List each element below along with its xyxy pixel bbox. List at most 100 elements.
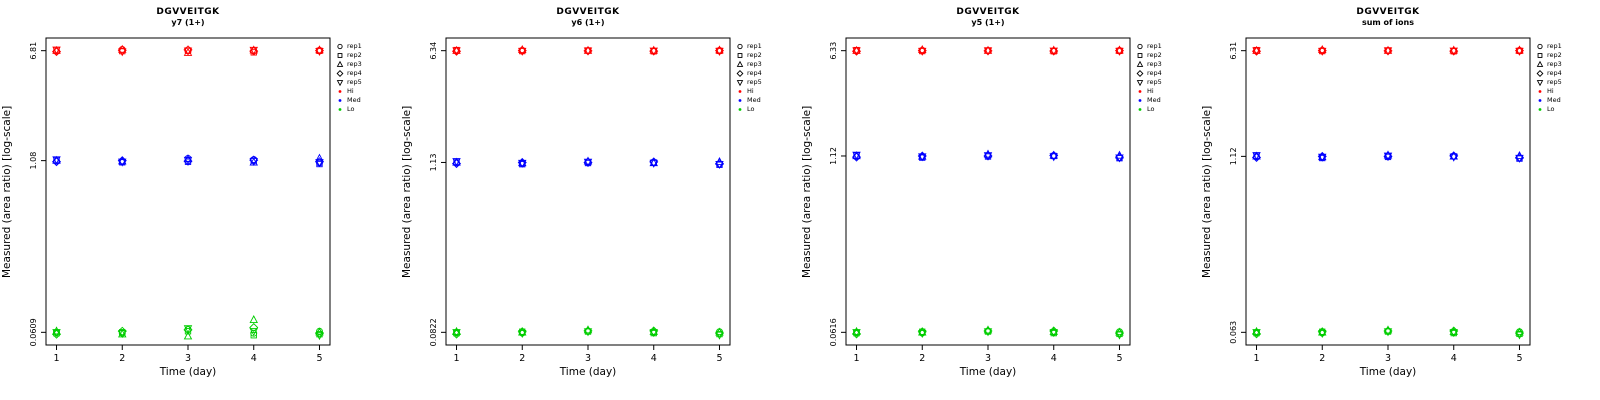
legend-label: Med [1547, 96, 1561, 104]
legend-item-hi: Hi [1535, 87, 1597, 96]
legend-symbol-icon-rep5 [336, 80, 344, 87]
legend-item-rep4: rep4 [735, 69, 797, 78]
legend-label: rep5 [347, 78, 362, 86]
legend-symbol-icon-rep1 [1537, 43, 1543, 50]
point-diamond [183, 325, 193, 335]
point-diamond [851, 329, 862, 339]
legend-dot-icon-med [1138, 99, 1142, 102]
legend-item-lo: Lo [735, 105, 797, 114]
point-triangle-down [183, 325, 193, 334]
panel-subtitle: y7 (1+) [171, 18, 205, 28]
point-triangle-down [52, 329, 61, 338]
legend-label: Lo [1547, 105, 1555, 113]
point-diamond [117, 326, 127, 336]
point-diamond [451, 159, 462, 169]
x-axis-label: Time (day) [959, 366, 1017, 378]
point-square [737, 53, 743, 58]
point-triangle-down [1515, 331, 1524, 340]
point-triangle-up [1536, 60, 1544, 67]
legend-item-rep4: rep4 [1535, 69, 1597, 78]
point-triangle-down [183, 156, 193, 165]
point-triangle-down [249, 46, 258, 55]
point-triangle-up [918, 151, 927, 160]
legend-item-rep4: rep4 [335, 69, 397, 78]
legend-label: rep2 [747, 51, 762, 59]
point-triangle-down [1515, 154, 1524, 163]
point-triangle-down [1449, 329, 1458, 338]
legend-item-hi: Hi [735, 87, 797, 96]
point-triangle-down [1449, 153, 1458, 162]
x-tick-label: 3 [585, 353, 591, 364]
point-triangle-up [649, 45, 658, 54]
legend-dot [338, 90, 342, 93]
point-triangle-up [315, 153, 324, 162]
point-triangle-up [1318, 45, 1327, 54]
legend-dot [1538, 99, 1542, 102]
point-triangle-down [1136, 80, 1144, 87]
point-square [337, 53, 343, 58]
x-tick-label: 3 [1385, 353, 1391, 364]
point-triangle-down [852, 329, 861, 338]
point-circle [1137, 43, 1143, 50]
panel-title: DGVVEITGK [156, 7, 220, 17]
legend-symbol-icon-rep2 [737, 53, 743, 58]
legend-item-rep1: rep1 [735, 42, 797, 51]
legend-label: Lo [747, 105, 755, 113]
legend-dot-icon-med [1538, 99, 1542, 102]
legend-item-rep1: rep1 [1535, 42, 1597, 51]
y-tick-label: 0.0616 [829, 318, 838, 346]
legend-dot [1538, 90, 1542, 93]
legend-label: rep2 [1147, 51, 1162, 59]
point-triangle-up [1115, 45, 1124, 54]
legend-item-rep1: rep1 [335, 42, 397, 51]
point-triangle-up [983, 45, 993, 54]
y-tick-label: 1.12 [1229, 147, 1238, 165]
legend-symbol-icon-rep3 [736, 60, 744, 67]
x-tick-label: 4 [1051, 353, 1057, 364]
plot-canvas: 1 2 3 4 5 6.81 1.08 0.0609 [29, 37, 331, 364]
legend-symbol-icon-rep5 [1536, 80, 1544, 87]
legend-dot [1138, 99, 1142, 102]
point-triangle-up [852, 326, 861, 335]
y-tick-label: 1.13 [429, 154, 438, 172]
x-tick-label: 4 [251, 353, 257, 364]
point-square [1537, 53, 1543, 58]
legend-item-lo: Lo [1535, 105, 1597, 114]
point-triangle-up [1515, 45, 1524, 54]
point-triangle-down [1515, 47, 1524, 56]
legend-item-rep5: rep5 [735, 78, 797, 87]
legend-item-med: Med [1135, 96, 1197, 105]
panel-title: DGVVEITGK [1356, 7, 1420, 17]
point-triangle-up [118, 156, 127, 165]
point-triangle-up [583, 325, 593, 334]
point-circle [737, 43, 743, 50]
plot-canvas: 1 2 3 4 5 6.31 1.12 0.063 [1229, 37, 1531, 364]
legend-item-rep3: rep3 [735, 60, 797, 69]
y-tick-label: 6.81 [29, 42, 38, 60]
point-triangle-down [983, 47, 993, 56]
legend-label: rep1 [747, 42, 762, 50]
panel-title-block: DGVVEITGK y5 (1+) [800, 7, 1176, 28]
legend: rep1 rep2 rep3 rep4 rep5 Hi Med Lo [735, 42, 797, 114]
x-tick-label: 2 [119, 353, 125, 364]
point-triangle-down [1383, 328, 1393, 337]
x-axis-label: Time (day) [159, 366, 217, 378]
point-triangle-down [452, 47, 461, 56]
point-triangle-up [1136, 60, 1144, 67]
legend-dot-icon-lo [1138, 108, 1142, 111]
point-triangle-down [736, 80, 744, 87]
point-circle [337, 43, 343, 50]
y-tick-label: 6.31 [1229, 42, 1238, 60]
point-triangle-up [1383, 45, 1393, 54]
legend-symbol-icon-rep1 [1137, 43, 1143, 50]
x-tick-label: 1 [1253, 353, 1259, 364]
plot-canvas: 1 2 3 4 5 6.34 1.13 0.0822 [429, 37, 731, 364]
point-triangle-down [715, 161, 724, 170]
legend-symbol-icon-rep1 [737, 43, 743, 50]
point-triangle-down [1049, 153, 1058, 162]
legend-label: rep4 [747, 69, 762, 77]
panel-title: DGVVEITGK [556, 7, 620, 17]
x-tick-label: 2 [519, 353, 525, 364]
legend-item-rep1: rep1 [1135, 42, 1197, 51]
point-triangle-down [118, 330, 127, 339]
